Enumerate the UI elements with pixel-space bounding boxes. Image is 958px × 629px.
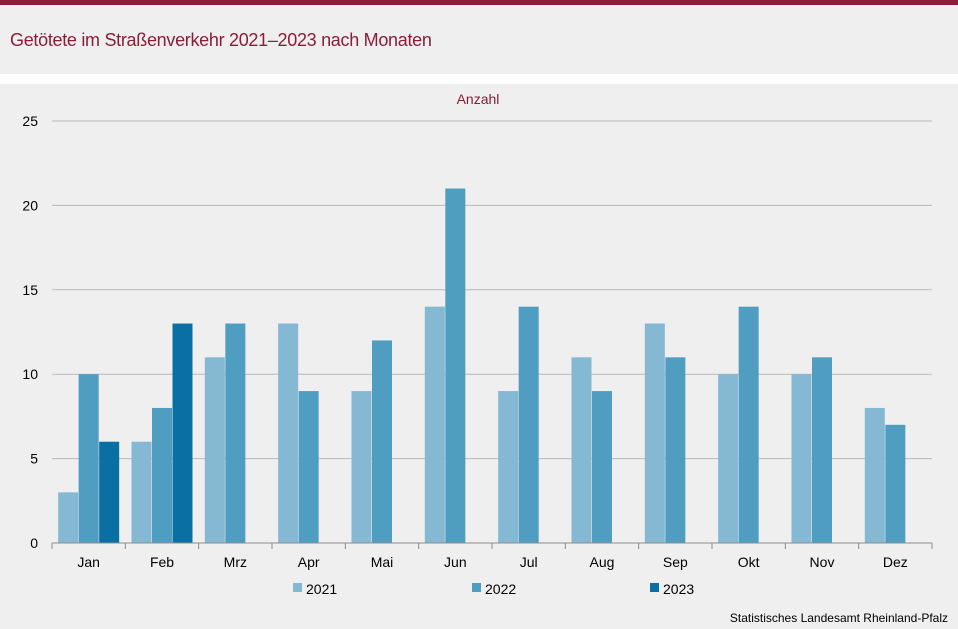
- legend-label-2022: 2022: [485, 581, 516, 597]
- x-tick-label: Mrz: [224, 554, 247, 570]
- y-tick-label: 10: [22, 366, 38, 382]
- x-tick-label: Nov: [810, 554, 835, 570]
- y-axis-label: Anzahl: [457, 91, 500, 107]
- x-tick-label: Jul: [520, 554, 538, 570]
- bar-2023-feb: [172, 323, 193, 543]
- x-tick-label: Sep: [663, 554, 688, 570]
- y-tick-label: 25: [22, 113, 38, 129]
- y-tick-label: 20: [22, 197, 38, 213]
- bar-2021-dez: [864, 407, 885, 543]
- bar-2022-jun: [445, 188, 466, 543]
- y-tick-label: 0: [30, 535, 38, 551]
- x-tick-label: Dez: [883, 554, 908, 570]
- bar-2021-okt: [718, 374, 739, 543]
- legend-swatch-2022: [472, 583, 481, 592]
- bar-2022-jan: [78, 374, 99, 543]
- source-note: Statistisches Landesamt Rheinland-Pfalz: [729, 611, 948, 625]
- bar-2022-dez: [885, 424, 906, 543]
- bar-2021-jan: [58, 492, 79, 543]
- bar-2021-feb: [131, 441, 152, 543]
- bar-2021-nov: [791, 374, 812, 543]
- bar-2021-jul: [498, 391, 519, 543]
- title-band: [0, 5, 958, 74]
- bar-2021-mai: [351, 391, 372, 543]
- legend-swatch-2023: [650, 583, 659, 592]
- chart-title: Getötete im Straßenverkehr 2021–2023 nac…: [10, 30, 432, 50]
- x-tick-label: Aug: [590, 554, 615, 570]
- bar-2022-aug: [592, 391, 612, 543]
- x-tick-label: Okt: [738, 554, 760, 570]
- bar-2022-apr: [298, 391, 319, 543]
- bar-2021-sep: [644, 323, 665, 543]
- top-accent-rule: [0, 0, 958, 5]
- x-tick-label: Apr: [298, 554, 320, 570]
- title-divider: [0, 74, 958, 84]
- bar-2023-jan: [99, 441, 120, 543]
- x-tick-label: Mai: [371, 554, 394, 570]
- x-tick-label: Feb: [150, 554, 174, 570]
- x-tick-label: Jun: [444, 554, 467, 570]
- y-tick-label: 5: [30, 451, 38, 467]
- bar-2022-mai: [372, 340, 392, 543]
- legend-label-2023: 2023: [663, 581, 694, 597]
- bar-2022-jul: [518, 306, 539, 543]
- bar-2022-mrz: [225, 323, 246, 543]
- bar-2021-jun: [424, 306, 445, 543]
- bar-2021-aug: [571, 357, 592, 543]
- bar-2022-nov: [812, 357, 832, 543]
- bar-2022-okt: [738, 306, 759, 543]
- bar-2021-apr: [278, 323, 299, 543]
- y-tick-label: 15: [22, 282, 38, 298]
- legend-swatch-2021: [293, 583, 302, 592]
- legend-label-2021: 2021: [306, 581, 337, 597]
- x-tick-label: Jan: [77, 554, 100, 570]
- bar-2022-sep: [665, 357, 686, 543]
- bar-2022-feb: [152, 407, 172, 543]
- bar-2021-mrz: [204, 357, 225, 543]
